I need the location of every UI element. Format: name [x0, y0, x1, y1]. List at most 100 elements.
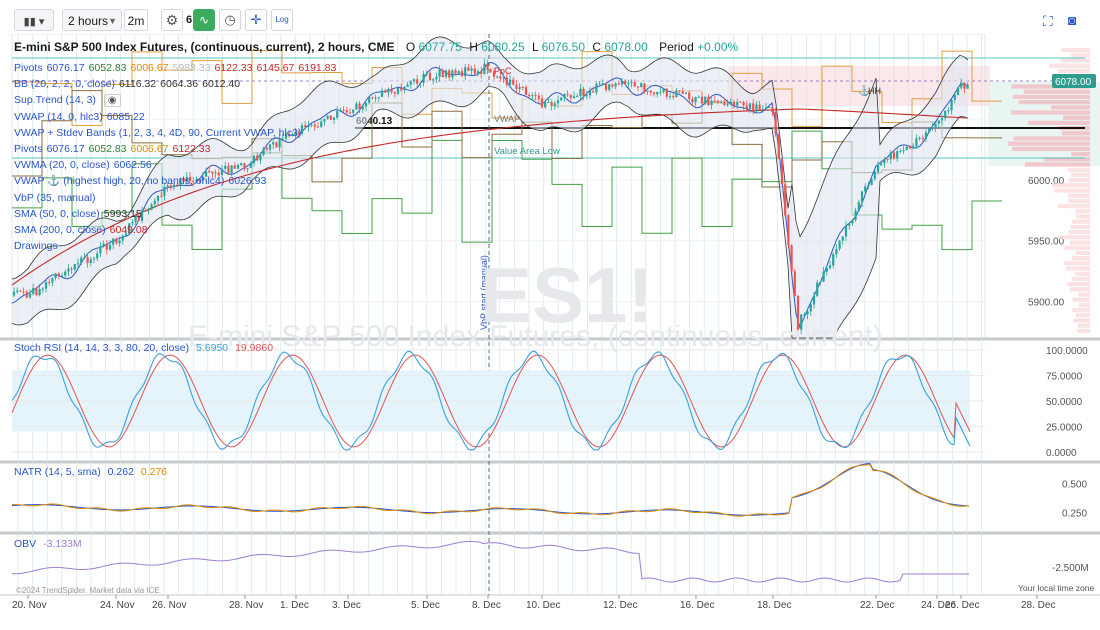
timezone-label[interactable]: Your local time zone: [1018, 583, 1095, 593]
candle-body: [300, 125, 304, 134]
price-tick-label: 5900.00: [1028, 298, 1065, 309]
candle-body: [784, 184, 787, 216]
candle-body: [185, 176, 188, 182]
legend-row[interactable]: VWMA (20, 0, close) 6062.56: [14, 159, 152, 172]
eye-icon[interactable]: ◉: [103, 94, 121, 108]
candle-body: [857, 202, 860, 211]
x-tick-label: 28. Dec: [1021, 600, 1055, 611]
candle-body: [483, 63, 486, 74]
legend-name: BB (20, 2, 2, 0, close): [14, 78, 115, 91]
vbp-bar: [1058, 235, 1090, 240]
candle-body: [121, 235, 124, 241]
candle-body: [691, 98, 694, 103]
candle-body: [665, 88, 668, 97]
trend-tool-button[interactable]: ∿: [193, 9, 215, 31]
interval-select[interactable]: 2 hours ▼: [62, 9, 122, 31]
legend-value: 6116.32: [118, 78, 157, 91]
candle-body: [710, 100, 713, 106]
candle-body: [348, 112, 352, 114]
candle-body: [118, 240, 121, 244]
legend-row[interactable]: VWAP ⚓ (highest high, 20, no bands, ohlc…: [14, 175, 266, 188]
candle-body: [396, 88, 400, 94]
legend-row[interactable]: SMA (50, 0, close) 5993.15: [14, 208, 142, 221]
last-price-badge: [1052, 74, 1096, 88]
chart-type-button[interactable]: ▮▮ ▾: [14, 9, 54, 31]
candle-body: [928, 128, 931, 133]
candle-body: [451, 70, 454, 78]
legend-row[interactable]: BB (20, 2, 2, 0, close) 6116.32 6064.36 601…: [14, 78, 240, 91]
candle-body: [70, 268, 73, 270]
vbp-bar: [1012, 94, 1090, 99]
stoch-tick-label: 25.0000: [1046, 423, 1083, 434]
vbp-bar: [1052, 183, 1090, 188]
candle-body: [790, 245, 793, 272]
candle-body: [115, 238, 118, 244]
vbp-bar: [1072, 297, 1090, 302]
candle-body: [585, 95, 588, 97]
candle-body: [352, 109, 355, 113]
candle-body: [944, 110, 947, 119]
candle-body: [355, 103, 358, 110]
legend-row[interactable]: VWAP + Stdev Bands (1, 2, 3, 4, 4D, 90, …: [14, 127, 301, 140]
candle-body: [627, 82, 630, 84]
legend-name: Sup.Trend (14, 3): [14, 94, 96, 107]
obv-legend[interactable]: OBV -3.133M: [14, 538, 82, 551]
hh-label: HH: [868, 86, 881, 96]
legend-row[interactable]: Drawings: [14, 240, 58, 253]
candle-body: [806, 311, 809, 315]
candle-body: [278, 139, 281, 148]
candle-body: [800, 314, 803, 330]
candle-body: [41, 288, 44, 290]
crosshair-button[interactable]: ✛: [245, 9, 267, 31]
legend-row[interactable]: Pivots 6076.17 6052.83 6006.67 6122.33: [14, 143, 210, 156]
legend-row[interactable]: VbP (35, manual): [14, 192, 96, 205]
sub-interval-button[interactable]: 2m: [124, 9, 148, 31]
candle-body: [707, 96, 710, 106]
candle-body: [265, 148, 268, 150]
candle-body: [566, 93, 569, 96]
vbp-bar: [1023, 89, 1090, 94]
o-value: 6077.75: [418, 40, 462, 54]
natr-value-2: 0.276: [140, 466, 168, 478]
candle-body: [915, 138, 918, 147]
candle-body: [816, 282, 819, 296]
vbp-bar: [1018, 100, 1090, 105]
vbp-bar: [1067, 282, 1090, 287]
legend-row[interactable]: Pivots 6076.17 6052.83 6006.67 5983.33 6122.3…: [14, 62, 336, 75]
vbp-bar: [1011, 146, 1090, 151]
candle-body: [502, 77, 505, 79]
fullscreen-icon[interactable]: ⛶: [1043, 13, 1053, 29]
vbp-bar: [1075, 250, 1090, 255]
candle-body: [144, 210, 147, 212]
legend-row[interactable]: VWAP (14, 0, hlc3) 6085.22: [14, 111, 145, 124]
camera-icon[interactable]: ◙: [1068, 12, 1077, 28]
vbp-bar: [1011, 110, 1090, 115]
settings-button[interactable]: ⚙: [161, 9, 183, 31]
gear-icon: ⚙: [165, 12, 179, 28]
candle-body: [563, 93, 566, 98]
vbp-bar: [1068, 230, 1090, 235]
vbp-bar: [1068, 167, 1090, 172]
clock-button[interactable]: ◷: [219, 9, 241, 31]
legend-row[interactable]: Sup.Trend (14, 3) ◉: [14, 94, 121, 108]
candle-body: [384, 90, 387, 93]
candle-body: [659, 91, 662, 93]
candle-body: [624, 80, 627, 84]
candle-body: [940, 118, 944, 121]
candle-body: [726, 104, 729, 106]
legend-value: 6076.17: [46, 143, 85, 155]
natr-legend[interactable]: NATR (14, 5, sma) 0.262 0.276: [14, 466, 167, 479]
candle-body: [672, 96, 675, 98]
candle-body: [304, 125, 307, 128]
candle-body: [518, 86, 521, 89]
candle-body: [220, 168, 224, 176]
candle-body: [35, 288, 38, 296]
candle-body: [678, 90, 681, 92]
log-scale-button[interactable]: Log: [271, 9, 293, 31]
stoch-legend[interactable]: Stoch RSI (14, 14, 3, 3, 80, 20, close) …: [14, 342, 273, 355]
vwap-label: VWAP: [494, 114, 520, 124]
legend-name: VWAP ⚓ (highest high, 20, no bands, ohlc…: [14, 175, 225, 188]
legend-row[interactable]: SMA (200, 0, close) 6049.08: [14, 224, 148, 237]
candle-body: [217, 172, 220, 176]
